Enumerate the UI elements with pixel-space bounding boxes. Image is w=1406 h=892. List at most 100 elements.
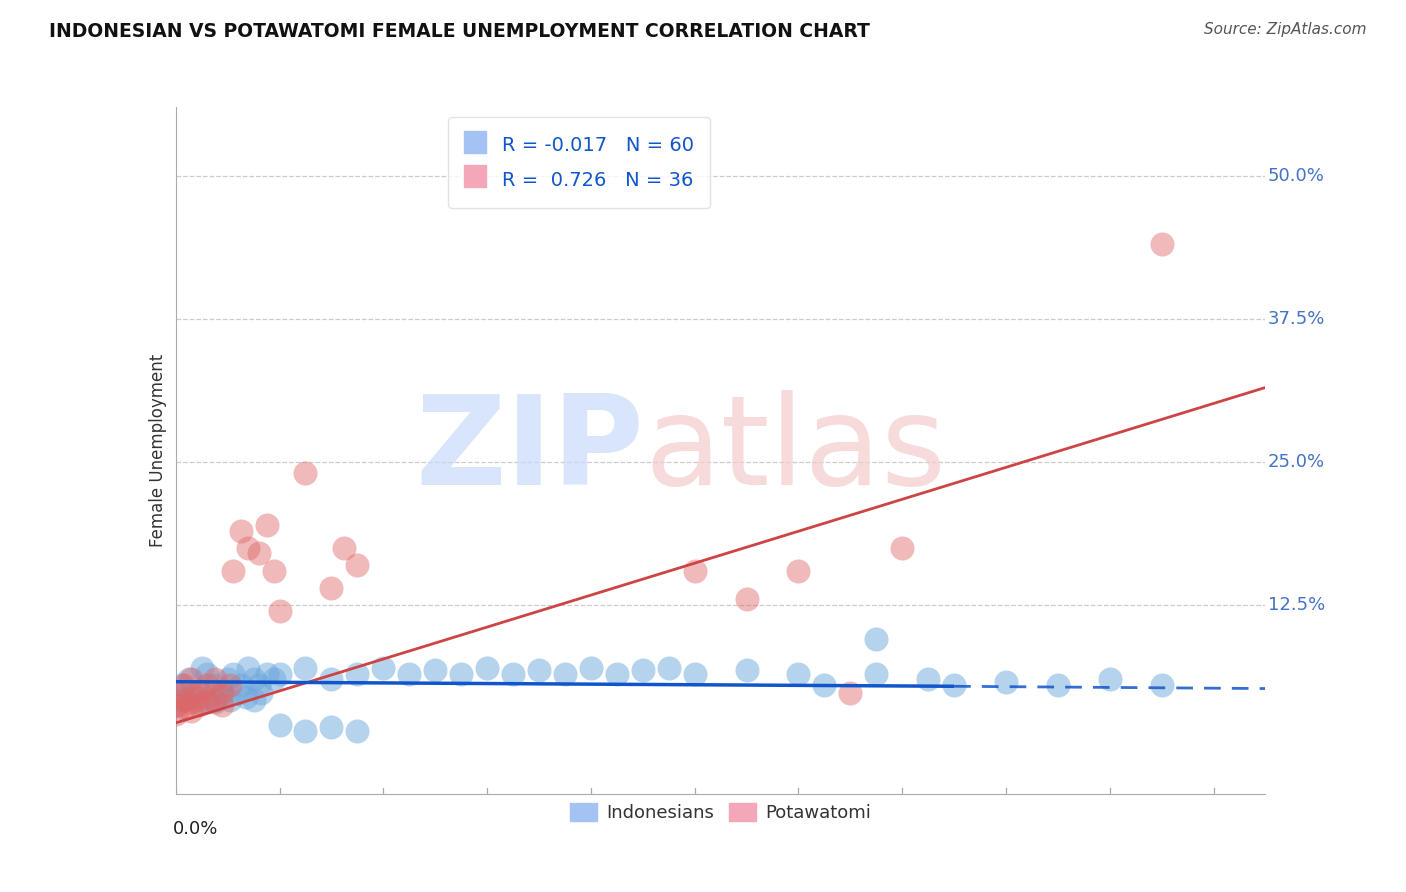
Point — [321, 581, 343, 595]
Legend: Indonesians, Potawatomi: Indonesians, Potawatomi — [564, 796, 877, 830]
Point — [226, 686, 249, 700]
Point — [238, 541, 260, 555]
Point — [502, 666, 524, 681]
Point — [204, 678, 226, 692]
Point — [195, 678, 218, 692]
Point — [229, 678, 252, 692]
Point — [294, 467, 316, 481]
Point — [346, 666, 368, 681]
Point — [865, 632, 887, 647]
Point — [173, 701, 195, 715]
Point — [180, 690, 202, 704]
Point — [891, 541, 914, 555]
Text: 12.5%: 12.5% — [1268, 596, 1324, 614]
Point — [1098, 673, 1121, 687]
Point — [247, 678, 270, 692]
Point — [204, 673, 226, 687]
Point — [204, 695, 226, 709]
Point — [238, 661, 260, 675]
Point — [787, 666, 810, 681]
Point — [450, 666, 472, 681]
Text: 37.5%: 37.5% — [1268, 310, 1324, 328]
Point — [554, 666, 576, 681]
Point — [183, 686, 205, 700]
Point — [735, 592, 758, 607]
Text: 50.0%: 50.0% — [1268, 167, 1324, 185]
Text: atlas: atlas — [644, 390, 946, 511]
Point — [839, 686, 862, 700]
Point — [294, 661, 316, 675]
Point — [180, 705, 202, 719]
Point — [1046, 678, 1069, 692]
Point — [250, 686, 273, 700]
Text: 0.0%: 0.0% — [173, 820, 218, 838]
Point — [211, 686, 233, 700]
Point — [242, 673, 264, 687]
Point — [579, 661, 602, 675]
Point — [195, 690, 218, 705]
Point — [256, 517, 278, 532]
Point — [1150, 237, 1173, 252]
Point — [321, 721, 343, 735]
Point — [173, 693, 195, 707]
Point — [195, 695, 218, 709]
Point — [188, 690, 211, 705]
Point — [242, 693, 264, 707]
Point — [683, 564, 706, 578]
Point — [787, 564, 810, 578]
Point — [180, 695, 202, 709]
Point — [177, 673, 200, 687]
Point — [943, 678, 966, 692]
Text: ZIP: ZIP — [416, 390, 644, 511]
Point — [165, 698, 187, 712]
Point — [229, 524, 252, 538]
Y-axis label: Female Unemployment: Female Unemployment — [149, 354, 167, 547]
Point — [211, 698, 233, 712]
Point — [294, 723, 316, 738]
Point — [219, 678, 242, 692]
Point — [373, 661, 395, 675]
Point — [173, 678, 195, 692]
Text: Source: ZipAtlas.com: Source: ZipAtlas.com — [1204, 22, 1367, 37]
Point — [211, 683, 233, 698]
Point — [170, 678, 193, 692]
Text: 25.0%: 25.0% — [1268, 453, 1324, 471]
Point — [269, 604, 291, 618]
Point — [247, 546, 270, 561]
Point — [173, 693, 195, 707]
Point — [425, 663, 447, 677]
Point — [269, 666, 291, 681]
Point — [180, 673, 202, 687]
Point — [217, 673, 239, 687]
Point — [165, 706, 187, 721]
Point — [195, 666, 218, 681]
Point — [321, 673, 343, 687]
Point — [256, 666, 278, 681]
Point — [865, 666, 887, 681]
Point — [658, 661, 681, 675]
Point — [235, 690, 257, 704]
Point — [165, 686, 187, 700]
Point — [219, 693, 242, 707]
Point — [165, 690, 187, 704]
Point — [475, 661, 498, 675]
Point — [398, 666, 420, 681]
Point — [204, 693, 226, 707]
Point — [263, 673, 285, 687]
Point — [333, 541, 356, 555]
Point — [735, 663, 758, 677]
Point — [527, 663, 550, 677]
Point — [188, 683, 211, 698]
Point — [211, 690, 233, 704]
Point — [813, 678, 835, 692]
Point — [188, 698, 211, 712]
Point — [263, 564, 285, 578]
Point — [1150, 678, 1173, 692]
Point — [346, 723, 368, 738]
Point — [346, 558, 368, 572]
Point — [165, 698, 187, 712]
Point — [222, 564, 245, 578]
Point — [683, 666, 706, 681]
Point — [917, 673, 939, 687]
Point — [269, 718, 291, 732]
